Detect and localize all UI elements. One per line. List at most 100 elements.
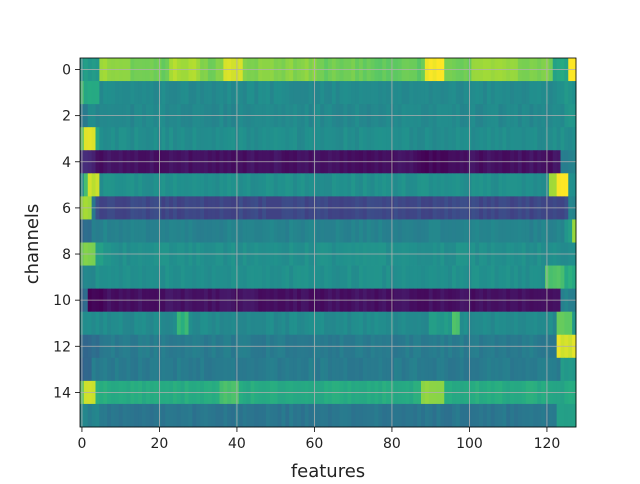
heatmap-cell — [258, 311, 263, 336]
heatmap-cell — [475, 127, 480, 151]
heatmap-cell — [370, 173, 375, 197]
heatmap-cell — [417, 311, 422, 336]
heatmap-cell — [568, 311, 573, 336]
heatmap-cell — [401, 173, 406, 197]
heatmap-cell — [479, 127, 484, 151]
heatmap-cell — [277, 173, 282, 197]
heatmap-cell — [246, 81, 251, 105]
heatmap-cell — [281, 81, 286, 105]
heatmap-cell — [525, 127, 530, 151]
heatmap-cell — [107, 357, 112, 382]
heatmap-cell — [459, 219, 465, 243]
heatmap-cell — [297, 219, 302, 243]
heatmap-cell — [409, 173, 414, 197]
heatmap-cell — [486, 403, 492, 428]
heatmap-cell — [118, 403, 124, 428]
heatmap-cell — [572, 173, 577, 197]
heatmap-cell — [320, 219, 325, 243]
heatmap-cell — [107, 265, 112, 290]
heatmap-cell — [196, 403, 201, 428]
heatmap-cell — [250, 265, 255, 290]
heatmap-cell — [293, 265, 298, 290]
heatmap-cell — [351, 311, 356, 336]
heatmap-cell — [126, 403, 131, 428]
heatmap-cell — [145, 81, 151, 105]
heatmap-cell — [316, 173, 321, 197]
heatmap-cell — [138, 265, 143, 290]
heatmap-cell — [180, 81, 186, 105]
heatmap-cell — [238, 311, 244, 336]
heatmap-cell — [506, 403, 511, 428]
heatmap-cell — [316, 219, 321, 243]
heatmap-cell — [173, 403, 178, 428]
heatmap-cell — [413, 357, 418, 382]
heatmap-cell — [289, 219, 294, 243]
heatmap-cell — [517, 403, 523, 428]
heatmap-cell — [541, 173, 546, 197]
heatmap-cell — [169, 219, 174, 243]
heatmap-cell — [335, 403, 341, 428]
heatmap-cell — [95, 311, 100, 336]
heatmap-cell — [118, 265, 124, 290]
heatmap-cell — [227, 81, 232, 105]
x-axis-label: features — [291, 461, 365, 480]
heatmap-cell — [134, 219, 139, 243]
heatmap-cell — [502, 219, 507, 243]
heatmap-cell — [99, 357, 104, 382]
heatmap-cell — [339, 81, 344, 105]
heatmap-cell — [138, 127, 143, 151]
heatmap-cell — [238, 265, 244, 290]
heatmap-cell — [471, 127, 476, 151]
heatmap-cell — [188, 265, 193, 290]
heatmap-cell — [335, 219, 341, 243]
heatmap-cell — [258, 357, 263, 382]
heatmap-cell — [173, 173, 178, 197]
heatmap-cell — [572, 265, 577, 290]
heatmap-cell — [440, 127, 445, 151]
heatmap-cell — [486, 173, 492, 197]
heatmap-cell — [560, 265, 565, 290]
heatmap-cell — [254, 403, 259, 428]
heatmap-cell — [308, 265, 313, 290]
heatmap-cell — [397, 311, 403, 336]
heatmap-cell — [448, 219, 453, 243]
heatmap-cell — [548, 311, 554, 336]
heatmap-cell — [134, 311, 139, 336]
heatmap-cell — [130, 403, 135, 428]
heatmap-cell — [339, 219, 344, 243]
heatmap-cell — [211, 219, 217, 243]
heatmap-cell — [475, 357, 480, 382]
heatmap-cell — [87, 265, 93, 290]
heatmap-cell — [556, 219, 561, 243]
heatmap-cell — [424, 219, 430, 243]
heatmap-cell — [242, 219, 248, 243]
heatmap-cell — [285, 403, 290, 428]
heatmap-cell — [192, 311, 197, 336]
heatmap-cell — [463, 219, 468, 243]
heatmap-cell — [173, 81, 178, 105]
heatmap-cell — [118, 219, 124, 243]
heatmap-cell — [533, 311, 538, 336]
heatmap-cell — [184, 173, 189, 197]
heatmap-cell — [382, 173, 387, 197]
heatmap-cell — [331, 127, 337, 151]
heatmap-cell — [258, 219, 263, 243]
heatmap-cell — [180, 219, 186, 243]
heatmap-cell — [293, 357, 298, 382]
heatmap-cell — [111, 357, 116, 382]
heatmap-cell — [448, 127, 453, 151]
heatmap-cell — [335, 357, 341, 382]
heatmap-cell — [556, 403, 561, 428]
heatmap-cell — [440, 311, 445, 336]
heatmap-cell — [486, 127, 492, 151]
heatmap-cell — [572, 219, 577, 243]
heatmap-cell — [459, 311, 465, 336]
heatmap-cell — [351, 265, 356, 290]
heatmap-cell — [99, 127, 104, 151]
heatmap-cell — [145, 173, 151, 197]
heatmap-cell — [192, 265, 197, 290]
heatmap-cell — [459, 357, 465, 382]
heatmap-cell — [223, 357, 228, 382]
heatmap-cell — [289, 127, 294, 151]
heatmap-cell — [138, 357, 143, 382]
